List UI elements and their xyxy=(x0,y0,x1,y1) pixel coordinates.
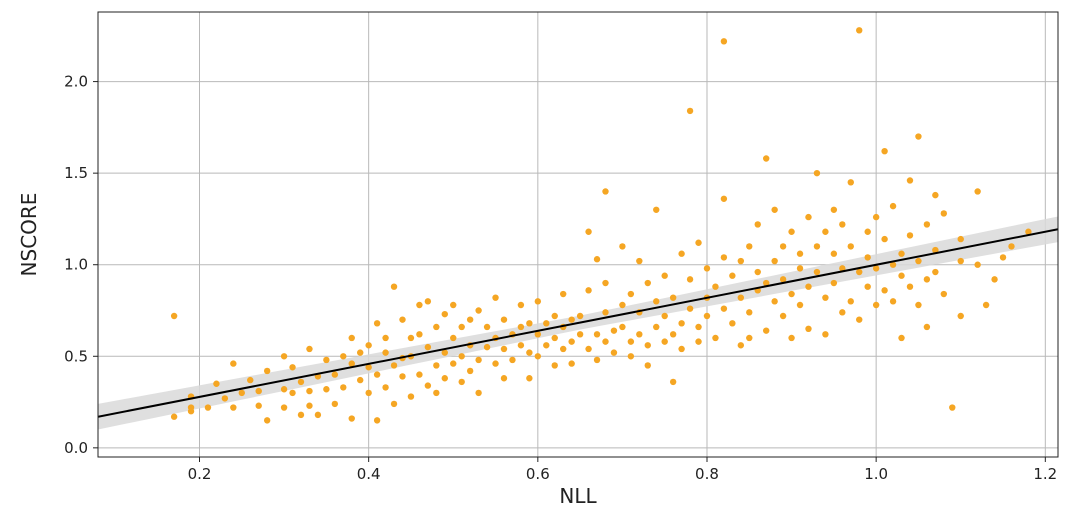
svg-text:2.0: 2.0 xyxy=(64,73,88,91)
x-axis-label: NLL xyxy=(559,484,597,508)
svg-text:0.2: 0.2 xyxy=(188,465,212,483)
svg-text:0.6: 0.6 xyxy=(526,465,550,483)
chart-svg: 0.2 0.4 0.6 0.8 1.0 1.2 0.0 0.5 1.0 1.5 2.0 NLL NSCO… xyxy=(0,0,1077,515)
svg-text:0.5: 0.5 xyxy=(64,347,88,365)
svg-text:1.5: 1.5 xyxy=(64,164,88,182)
y-axis-label: NSCORE xyxy=(17,193,41,277)
svg-text:1.2: 1.2 xyxy=(1033,465,1057,483)
svg-text:0.0: 0.0 xyxy=(64,439,88,457)
svg-text:0.4: 0.4 xyxy=(357,465,381,483)
scatter-chart: 0.2 0.4 0.6 0.8 1.0 1.2 0.0 0.5 1.0 1.5 2.0 NLL NSCO… xyxy=(0,0,1077,515)
svg-text:1.0: 1.0 xyxy=(64,256,88,274)
svg-text:1.0: 1.0 xyxy=(864,465,888,483)
svg-text:0.8: 0.8 xyxy=(695,465,719,483)
